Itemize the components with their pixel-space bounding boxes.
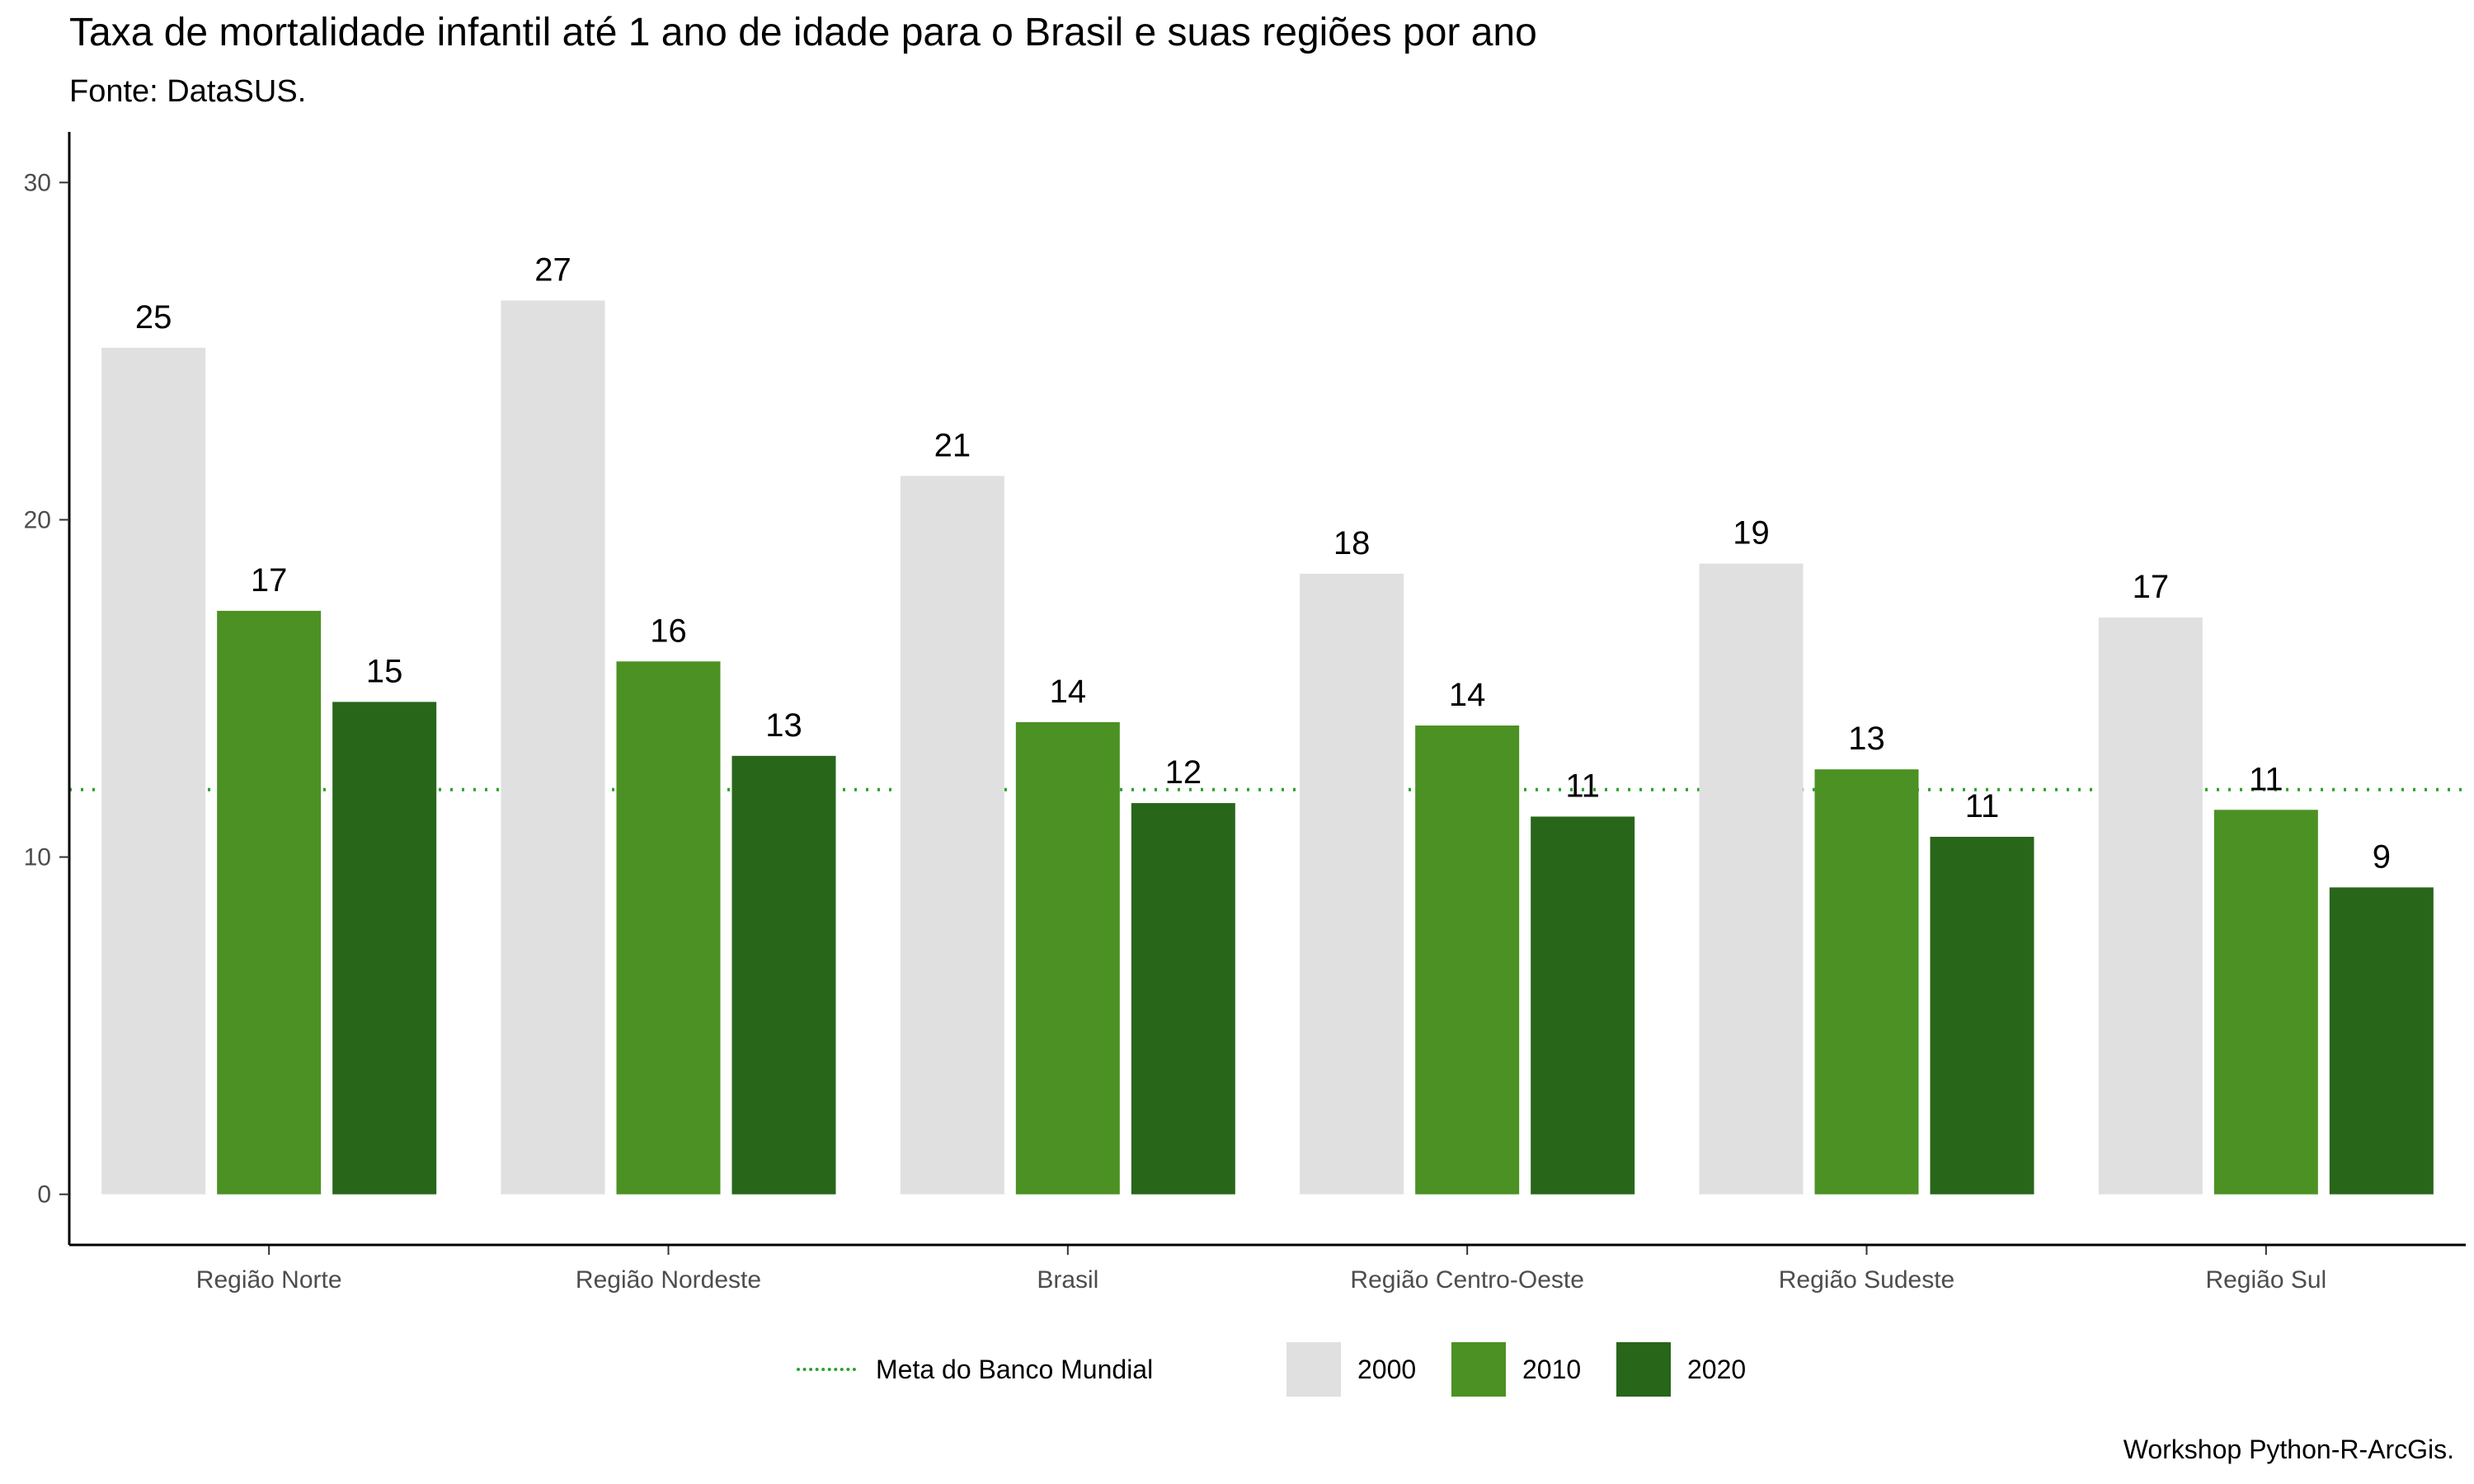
bar-label-2000-1: 27 [534, 252, 571, 289]
bar-label-2010-1: 16 [650, 613, 687, 649]
bar-2020-4 [1930, 837, 2034, 1195]
bar-label-2010-4: 13 [1848, 721, 1885, 757]
bar-label-2010-2: 14 [1050, 674, 1087, 710]
bar-2020-3 [1531, 816, 1635, 1195]
bar-labels-layer: 25 17 15 27 16 13 21 14 12 18 14 11 19 13 11 17 11 9 [135, 252, 2391, 876]
x-tick-label-4: Região Sudeste [1779, 1266, 1955, 1294]
legend-item-2020: 2020 [1616, 1342, 1746, 1397]
bar-2010-3 [1415, 726, 1520, 1195]
legend-item-target: Meta do Banco Mundial [797, 1342, 1153, 1397]
bar-2020-0 [332, 702, 437, 1195]
bar-label-2020-2: 12 [1165, 754, 1202, 791]
bar-2010-2 [1015, 721, 1120, 1195]
bar-label-2000-4: 19 [1733, 515, 1770, 552]
chart-subtitle: Fonte: DataSUS. [69, 74, 307, 109]
bar-label-2010-0: 17 [251, 562, 288, 599]
bar-label-2020-3: 11 [1565, 768, 1600, 804]
bar-label-2020-0: 15 [366, 653, 403, 689]
bar-label-2020-4: 11 [1965, 788, 2000, 824]
legend: Meta do Banco Mundial 2000 2010 2020 [0, 1342, 2474, 1408]
y-tick-label-3: 30 [24, 169, 51, 196]
legend-label-2000: 2000 [1357, 1354, 1417, 1384]
bars-layer [101, 300, 2434, 1195]
bar-2020-5 [2329, 887, 2434, 1195]
legend-item-2010: 2010 [1451, 1342, 1581, 1397]
legend-label-2010: 2010 [1522, 1354, 1582, 1384]
y-tick-label-0: 0 [37, 1181, 51, 1209]
y-tick-label-2: 20 [24, 506, 51, 533]
bar-chart: 25 17 15 27 16 13 21 14 12 18 14 11 19 13 11 17 11 9 Regi… [24, 132, 2466, 1294]
x-tick-label-1: Região Nordeste [576, 1266, 761, 1294]
bar-2000-4 [1699, 563, 1804, 1195]
x-tick-label-5: Região Sul [2205, 1266, 2326, 1294]
legend-swatch-2010 [1451, 1342, 1506, 1397]
bar-2010-5 [2213, 810, 2318, 1195]
bar-2000-1 [501, 300, 605, 1195]
bar-label-2010-5: 11 [2249, 761, 2284, 797]
bar-2000-0 [101, 347, 206, 1195]
bar-label-2000-2: 21 [934, 427, 971, 463]
x-tick-label-2: Brasil [1037, 1266, 1098, 1294]
chart-title: Taxa de mortalidade infantil até 1 ano d… [69, 11, 1537, 54]
bar-label-2020-1: 13 [765, 707, 802, 744]
bar-2000-3 [1300, 573, 1404, 1195]
y-tick-label-1: 10 [24, 844, 51, 871]
bar-2010-4 [1814, 769, 1919, 1195]
bar-2010-0 [217, 610, 322, 1195]
bar-label-2000-3: 18 [1333, 525, 1371, 561]
legend-swatch-2000 [1286, 1342, 1341, 1397]
legend-label-2020: 2020 [1687, 1354, 1747, 1384]
bar-label-2000-5: 17 [2133, 569, 2170, 605]
x-tick-label-0: Região Norte [196, 1266, 342, 1294]
bar-2000-5 [2098, 618, 2203, 1195]
bar-label-2020-5: 9 [2373, 838, 2391, 875]
legend-swatch-2020 [1616, 1342, 1671, 1397]
bar-label-2010-3: 14 [1449, 677, 1486, 713]
legend-dotted-line-icon [797, 1368, 856, 1371]
x-tick-label-3: Região Centro-Oeste [1350, 1266, 1583, 1294]
bar-2010-1 [616, 661, 721, 1195]
bar-2020-1 [731, 755, 836, 1195]
axes-layer: Região Norte Região Nordeste Brasil Região … [24, 132, 2466, 1294]
bar-2020-2 [1131, 803, 1235, 1195]
legend-label-target: Meta do Banco Mundial [876, 1354, 1154, 1384]
bar-2000-2 [900, 476, 1004, 1195]
bar-label-2000-0: 25 [135, 299, 172, 336]
chart-caption: Workshop Python-R-ArcGis. [2123, 1435, 2454, 1464]
legend-item-2000: 2000 [1286, 1342, 1416, 1397]
